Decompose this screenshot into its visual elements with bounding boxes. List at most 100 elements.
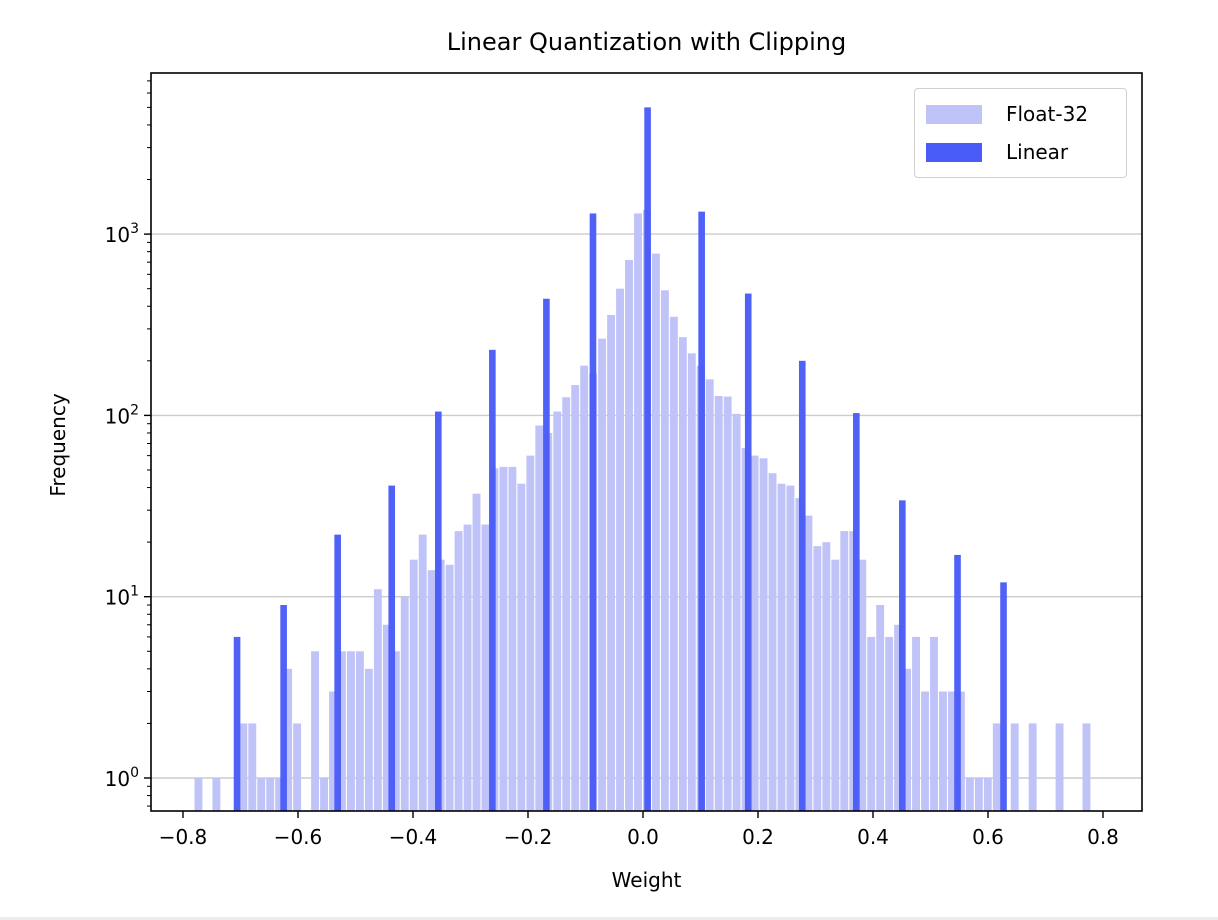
- x-axis-ticks: −0.8 −0.6 −0.4 −0.2 0.0 0.2 0.4 0.6 0.8: [159, 811, 1119, 849]
- x-tick-label: 0.6: [972, 825, 1004, 849]
- float32-bar: [194, 778, 203, 811]
- linear-bar: [798, 360, 806, 811]
- float32-bar: [329, 691, 337, 811]
- y-axis-label: Frequency: [46, 393, 70, 497]
- linear-bar: [543, 298, 550, 811]
- x-tick-label: 0.4: [857, 825, 889, 849]
- float32-bar: [391, 651, 400, 811]
- float32-bar: [1082, 723, 1091, 811]
- float32-bar: [750, 455, 759, 811]
- float32-bar: [768, 473, 777, 811]
- float32-bar: [409, 559, 418, 811]
- linear-bar: [434, 411, 442, 811]
- float32-bar: [786, 485, 795, 811]
- float32-bar: [867, 636, 876, 811]
- linear-bar: [589, 213, 597, 811]
- float32-bar: [930, 636, 938, 811]
- float32-bar: [921, 691, 929, 811]
- x-tick-label: 0.2: [742, 825, 774, 849]
- float32-bar: [822, 542, 831, 811]
- x-tick-label: −0.6: [274, 825, 323, 849]
- linear-bar: [644, 107, 651, 812]
- float32-bar: [248, 723, 257, 811]
- legend: Float-32 Linear: [914, 88, 1127, 178]
- x-axis-label: Weight: [611, 868, 682, 892]
- legend-item-linear: Linear: [926, 137, 1068, 167]
- float32-bar: [885, 636, 894, 811]
- float32-bar: [508, 466, 517, 811]
- float32-bar: [939, 691, 947, 811]
- float32-bar: [445, 564, 454, 811]
- chart-title: Linear Quantization with Clipping: [446, 28, 847, 56]
- linear-bar: [280, 604, 287, 811]
- float32-bar: [257, 778, 266, 811]
- float32-bar: [660, 290, 669, 811]
- y-tick-label: 102: [105, 402, 139, 428]
- legend-swatch-linear: [926, 142, 982, 162]
- float32-bar: [382, 624, 391, 811]
- linear-bar: [388, 485, 396, 811]
- float32-bar: [894, 624, 903, 811]
- float32-bar: [535, 425, 544, 811]
- float32-bar: [580, 365, 589, 811]
- float32-bar: [338, 651, 346, 811]
- float32-bar: [266, 778, 275, 811]
- linear-bars: [233, 107, 1007, 812]
- float32-bar: [373, 589, 382, 811]
- float32-bar: [427, 570, 436, 811]
- float32-bar: [714, 395, 723, 811]
- float32-bar: [526, 455, 535, 811]
- legend-swatch-float32: [926, 104, 982, 124]
- axes-frame: [150, 72, 1143, 812]
- linear-bar: [233, 636, 241, 811]
- float32-bar: [974, 778, 983, 811]
- x-tick-label: −0.8: [159, 825, 208, 849]
- float32-bar: [616, 288, 624, 811]
- float32-bar: [463, 524, 472, 811]
- float32-bar: [275, 778, 284, 811]
- float32-bar: [481, 524, 490, 811]
- x-tick-label: 0.0: [627, 825, 659, 849]
- float32-bar: [678, 337, 687, 811]
- linear-bar: [853, 413, 860, 811]
- float32-bar: [804, 515, 813, 811]
- x-tick-label: 0.8: [1087, 825, 1119, 849]
- float32-bar: [346, 651, 355, 811]
- float32-bar: [212, 778, 221, 811]
- float32-bar: [840, 531, 849, 811]
- float32-bar: [759, 458, 768, 811]
- float32-bar: [992, 723, 1001, 811]
- float32-bar: [858, 559, 867, 811]
- linear-bar: [334, 534, 341, 811]
- linear-bar: [698, 211, 705, 811]
- float32-bar: [499, 466, 508, 811]
- legend-item-float32: Float-32: [926, 99, 1088, 129]
- y-tick-label: 100: [105, 765, 139, 791]
- float32-bar: [705, 379, 714, 811]
- float32-bar: [669, 316, 678, 811]
- float32-bar: [454, 531, 463, 811]
- float32-bar: [607, 314, 616, 811]
- y-tick-label: 101: [105, 584, 139, 610]
- float32-bar: [687, 353, 696, 811]
- float32-bar: [284, 668, 293, 811]
- linear-bar: [954, 554, 961, 811]
- x-tick-label: −0.2: [504, 825, 553, 849]
- float32-bar: [651, 253, 660, 811]
- float32-bar: [472, 493, 481, 811]
- legend-label-float32: Float-32: [1006, 102, 1089, 126]
- float32-bar: [1010, 723, 1019, 811]
- float32-bar: [912, 636, 920, 811]
- float32-bar: [831, 559, 840, 811]
- linear-bar: [899, 500, 906, 811]
- float32-bar: [956, 691, 965, 811]
- float32-bar: [517, 483, 526, 811]
- float32-bar: [965, 778, 974, 811]
- float32-bar: [293, 723, 302, 811]
- float32-bar: [625, 259, 633, 812]
- float32-bar: [1055, 723, 1064, 811]
- float32-bar: [903, 668, 912, 811]
- linear-bar: [1000, 582, 1007, 811]
- linear-bar: [744, 293, 752, 811]
